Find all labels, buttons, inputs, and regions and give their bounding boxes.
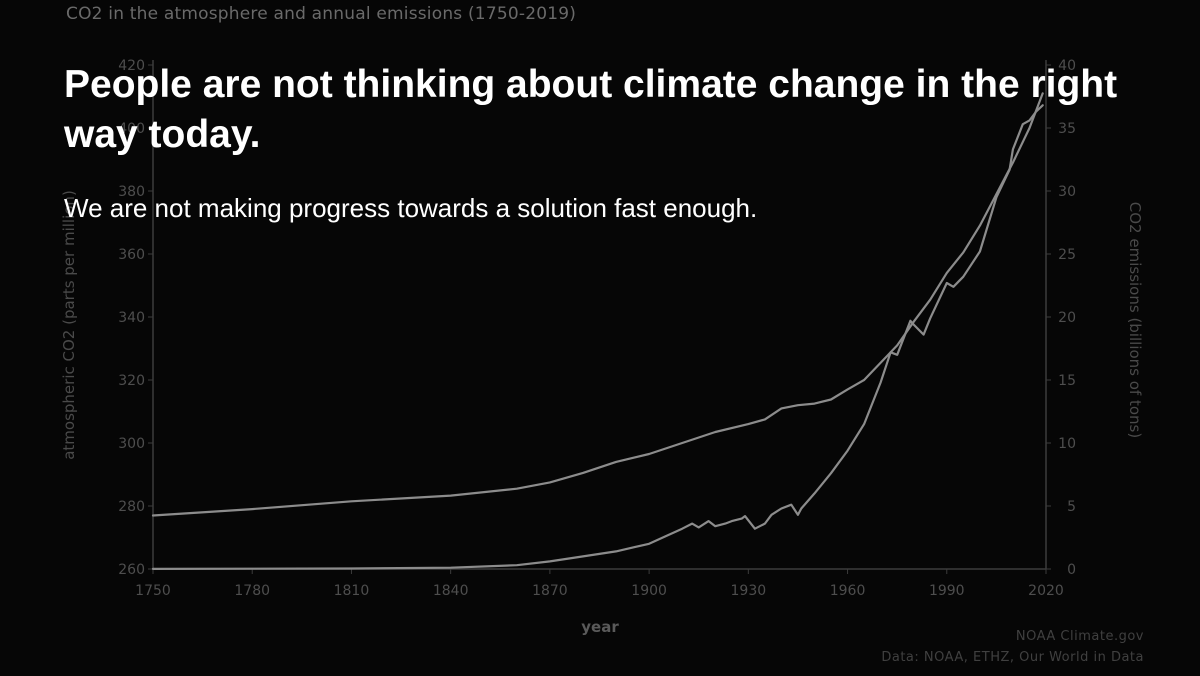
emissions-line <box>151 104 1044 570</box>
y-left-tick-label: 280 <box>118 499 145 515</box>
x-tick-label: 1930 <box>731 583 767 599</box>
chart-title: CO2 in the atmosphere and annual emissio… <box>66 4 577 24</box>
x-tick-label: 1900 <box>631 583 667 599</box>
x-tick-label: 1750 <box>135 583 171 599</box>
x-tick-label: 2020 <box>1028 583 1064 599</box>
y-right-tick-label: 20 <box>1058 310 1076 326</box>
x-tick-label: 1870 <box>532 583 568 599</box>
x-tick-label: 1810 <box>334 583 370 599</box>
atmospheric-co2-line <box>151 92 1044 517</box>
x-axis-label: year <box>581 618 619 636</box>
y-left-tick-label: 400 <box>118 121 145 137</box>
x-tick-label: 1780 <box>234 583 270 599</box>
source-credit: NOAA Climate.gov Data: NOAA, ETHZ, Our W… <box>881 626 1144 668</box>
y-right-tick-label: 10 <box>1058 436 1076 452</box>
chart-axes: 1750 1780 1810 1840 1870 1900 1930 1960 1990 2020… <box>118 58 1076 599</box>
y-right-tick-label: 40 <box>1058 58 1076 74</box>
source-line-1: NOAA Climate.gov <box>1015 629 1144 644</box>
x-tick-label: 1840 <box>433 583 469 599</box>
y-left-tick-label: 360 <box>118 247 145 263</box>
y-right-tick-label: 25 <box>1058 247 1076 263</box>
y-left-tick-label: 420 <box>118 58 145 74</box>
y-left-tick-label: 260 <box>118 562 145 578</box>
y-right-tick-label: 5 <box>1067 499 1076 515</box>
source-line-2: Data: NOAA, ETHZ, Our World in Data <box>881 650 1144 665</box>
y-axis-left-label: atmospheric CO2 (parts per million) <box>60 190 78 460</box>
x-tick-label: 1990 <box>929 583 965 599</box>
slide-subhead: We are not making progress towards a sol… <box>64 193 758 223</box>
y-left-tick-label: 320 <box>118 373 145 389</box>
y-right-tick-label: 35 <box>1058 121 1076 137</box>
slide-headline: People are not thinking about climate ch… <box>64 63 1118 156</box>
y-right-tick-label: 30 <box>1058 184 1076 200</box>
y-left-tick-label: 380 <box>118 184 145 200</box>
y-axis-right-label: CO2 emissions (billions of tons) <box>1126 202 1144 438</box>
x-tick-label: 1960 <box>830 583 866 599</box>
y-left-tick-label: 340 <box>118 310 145 326</box>
y-right-tick-label: 15 <box>1058 373 1076 389</box>
y-left-tick-label: 300 <box>118 436 145 452</box>
y-right-tick-label: 0 <box>1067 562 1076 578</box>
chart-series <box>151 92 1044 570</box>
